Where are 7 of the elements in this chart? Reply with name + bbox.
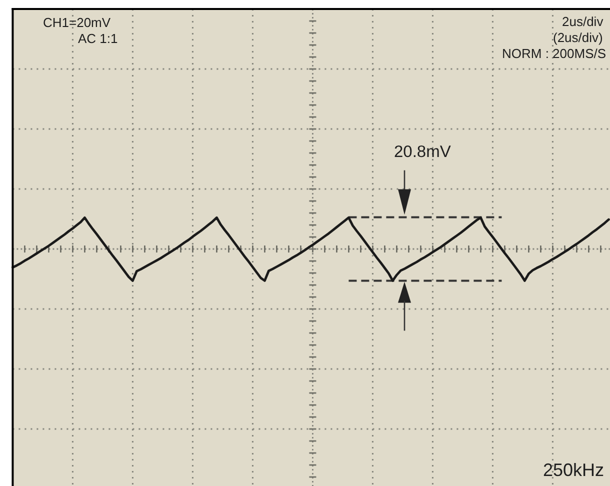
- text: AC 1:1: [78, 31, 118, 46]
- text: (2us/div): [553, 30, 603, 45]
- text: CH1=20mV: [43, 15, 111, 30]
- text: 2us/div: [562, 14, 604, 29]
- text: 20.8mV: [394, 143, 451, 161]
- text: 250kHz: [543, 460, 604, 480]
- text: NORM : 200MS/S: [502, 46, 606, 61]
